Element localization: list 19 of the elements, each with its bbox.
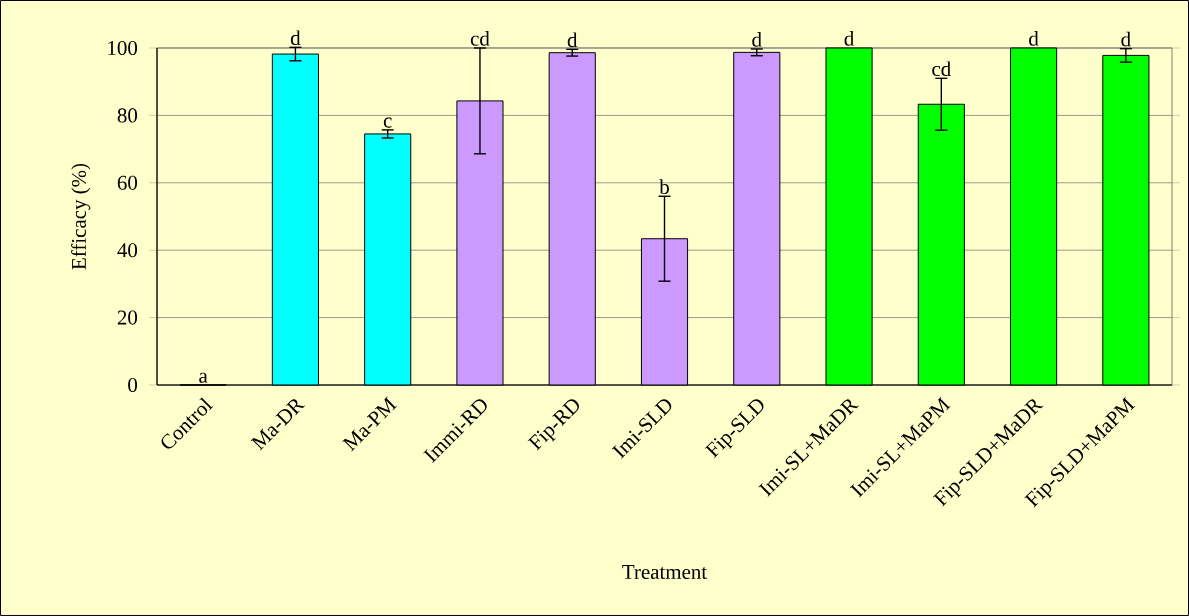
data-label: d (752, 32, 762, 47)
data-label: d (290, 30, 301, 46)
data-label: a (199, 372, 208, 383)
data-label: d (1121, 31, 1131, 47)
y-tick-label: 20 (117, 310, 138, 325)
data-label: d (844, 31, 855, 46)
data-label: d (1029, 31, 1039, 46)
y-tick-label: 80 (117, 108, 138, 123)
x-axis-title: Treatment (622, 565, 708, 579)
y-tick-label: 0 (128, 377, 138, 393)
y-tick-label: 100 (108, 40, 138, 56)
data-label: c (383, 117, 392, 128)
data-label: d (567, 32, 578, 48)
data-label: cd (932, 61, 951, 77)
y-axis-title: Efficacy (%) (71, 163, 91, 270)
data-label: b (659, 179, 669, 195)
data-label: cd (470, 31, 490, 46)
y-tick-label: 40 (117, 243, 138, 258)
y-tick-label: 60 (117, 175, 138, 190)
